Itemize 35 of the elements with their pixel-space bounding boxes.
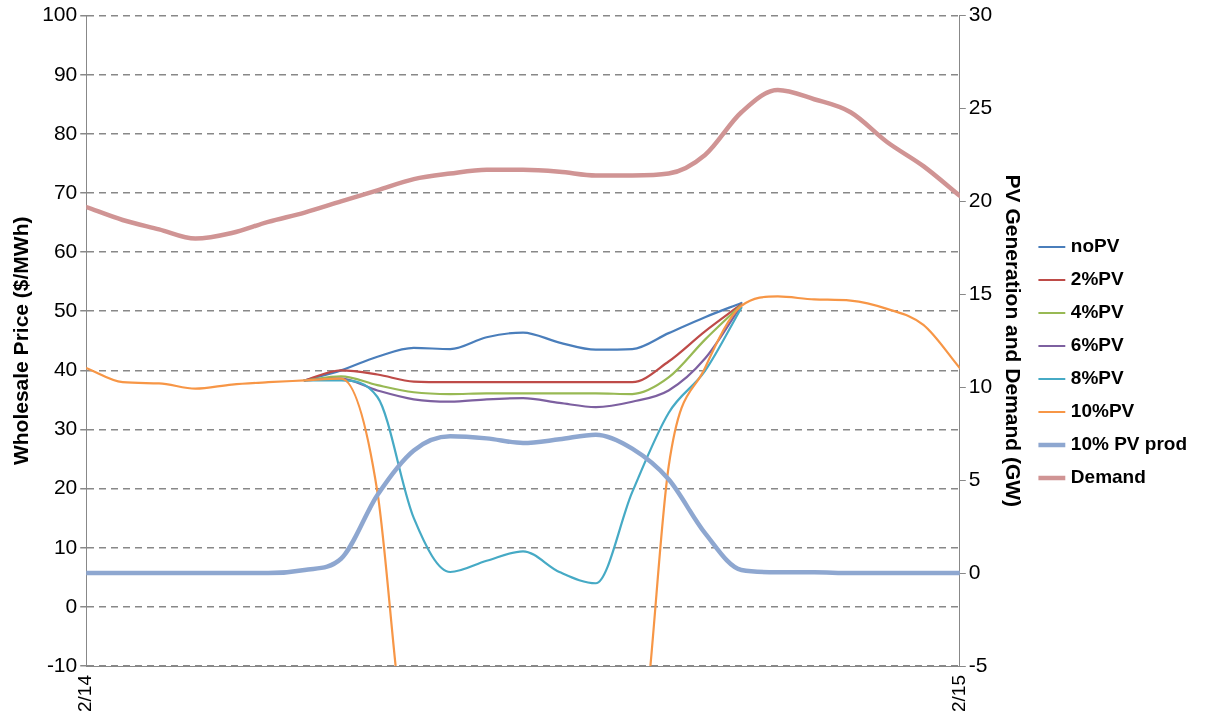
legend-label: 10% PV prod <box>1070 433 1188 455</box>
y2-axis-title: PV Generation and Demand (GW) <box>1001 174 1025 508</box>
y-tick-label: 20 <box>53 475 78 499</box>
y-tick-label: 10 <box>53 534 78 558</box>
y-axis-title: Wholesale Price ($/MWh) <box>9 216 33 466</box>
y-tick-label: -10 <box>46 652 78 676</box>
y-tick-label: 100 <box>42 2 78 26</box>
y2-tick-label: 25 <box>968 95 993 119</box>
line-series <box>86 432 960 576</box>
y2-tick-label: 0 <box>968 559 981 583</box>
y-tick-label: 70 <box>53 179 78 203</box>
legend-label: 10%PV <box>1070 400 1135 422</box>
line-series <box>86 87 960 241</box>
legend-label: 4%PV <box>1070 301 1124 323</box>
y2-tick-label: 10 <box>968 374 993 398</box>
y-tick-label: 60 <box>53 238 78 262</box>
y-tick-label: 40 <box>53 357 78 381</box>
y2-tick-label: 5 <box>968 466 981 490</box>
legend-label: 2%PV <box>1070 268 1124 290</box>
legend-label: 6%PV <box>1070 334 1124 356</box>
line-series <box>303 306 743 585</box>
x-tick-label: 2/14 <box>74 674 96 712</box>
y-tick-label: 0 <box>65 593 78 617</box>
y-tick-label: 80 <box>53 120 78 144</box>
legend-label: 8%PV <box>1070 367 1124 389</box>
y-tick-label: 30 <box>53 416 78 440</box>
y2-tick-label: 15 <box>968 281 993 305</box>
y-tick-label: 50 <box>53 298 78 322</box>
y-tick-label: 90 <box>53 61 78 85</box>
legend-label: noPV <box>1070 235 1120 257</box>
legend-label: Demand <box>1070 466 1146 488</box>
x-tick-label: 2/15 <box>948 675 970 712</box>
y2-tick-label: -5 <box>968 652 988 676</box>
y2-tick-label: 30 <box>968 2 993 26</box>
y2-tick-label: 20 <box>968 188 993 212</box>
